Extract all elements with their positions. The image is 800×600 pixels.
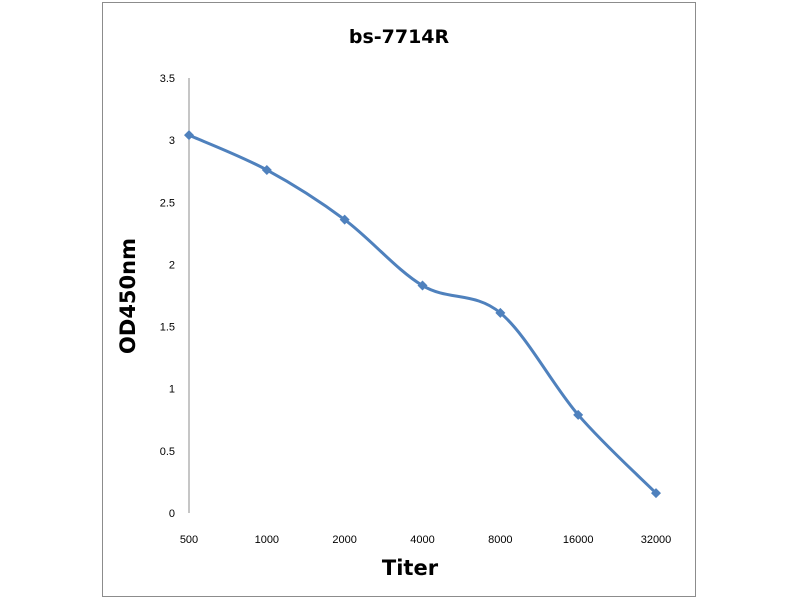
x-tick-label: 16000 xyxy=(563,534,594,546)
y-axis-ticks: 0 0.5 1 1.5 2 2.5 3 3.5 xyxy=(160,73,175,520)
y-tick-label: 1.5 xyxy=(160,322,175,334)
chart-title: bs-7714R xyxy=(349,26,450,48)
series-line xyxy=(188,133,658,495)
data-point-marker xyxy=(651,488,661,499)
data-point-marker xyxy=(417,280,428,291)
y-tick-label: 0 xyxy=(169,508,175,520)
data-point-marker xyxy=(339,214,350,225)
data-point-marker xyxy=(573,409,584,420)
data-point-marker xyxy=(261,164,272,175)
y-tick-label: 2.5 xyxy=(160,197,175,209)
x-tick-label: 500 xyxy=(180,534,198,546)
y-tick-label: 2 xyxy=(169,259,175,271)
y-tick-label: 3.5 xyxy=(160,73,175,85)
series-markers xyxy=(184,130,661,499)
data-point-marker xyxy=(495,307,506,318)
y-tick-label: 0.5 xyxy=(160,446,175,458)
x-tick-label: 32000 xyxy=(641,534,672,546)
y-tick-label: 3 xyxy=(169,135,175,147)
x-tick-label: 4000 xyxy=(410,534,434,546)
x-tick-label: 1000 xyxy=(255,534,279,546)
x-tick-label: 2000 xyxy=(332,534,356,546)
y-axis-title: OD450nm xyxy=(116,238,140,354)
x-axis-ticks: 500 1000 2000 4000 8000 16000 32000 xyxy=(180,534,671,546)
data-point-marker xyxy=(184,130,194,141)
chart-frame xyxy=(102,2,696,597)
y-tick-label: 1 xyxy=(169,384,175,396)
x-tick-label: 8000 xyxy=(488,534,512,546)
x-axis-title: Titer xyxy=(382,556,439,580)
